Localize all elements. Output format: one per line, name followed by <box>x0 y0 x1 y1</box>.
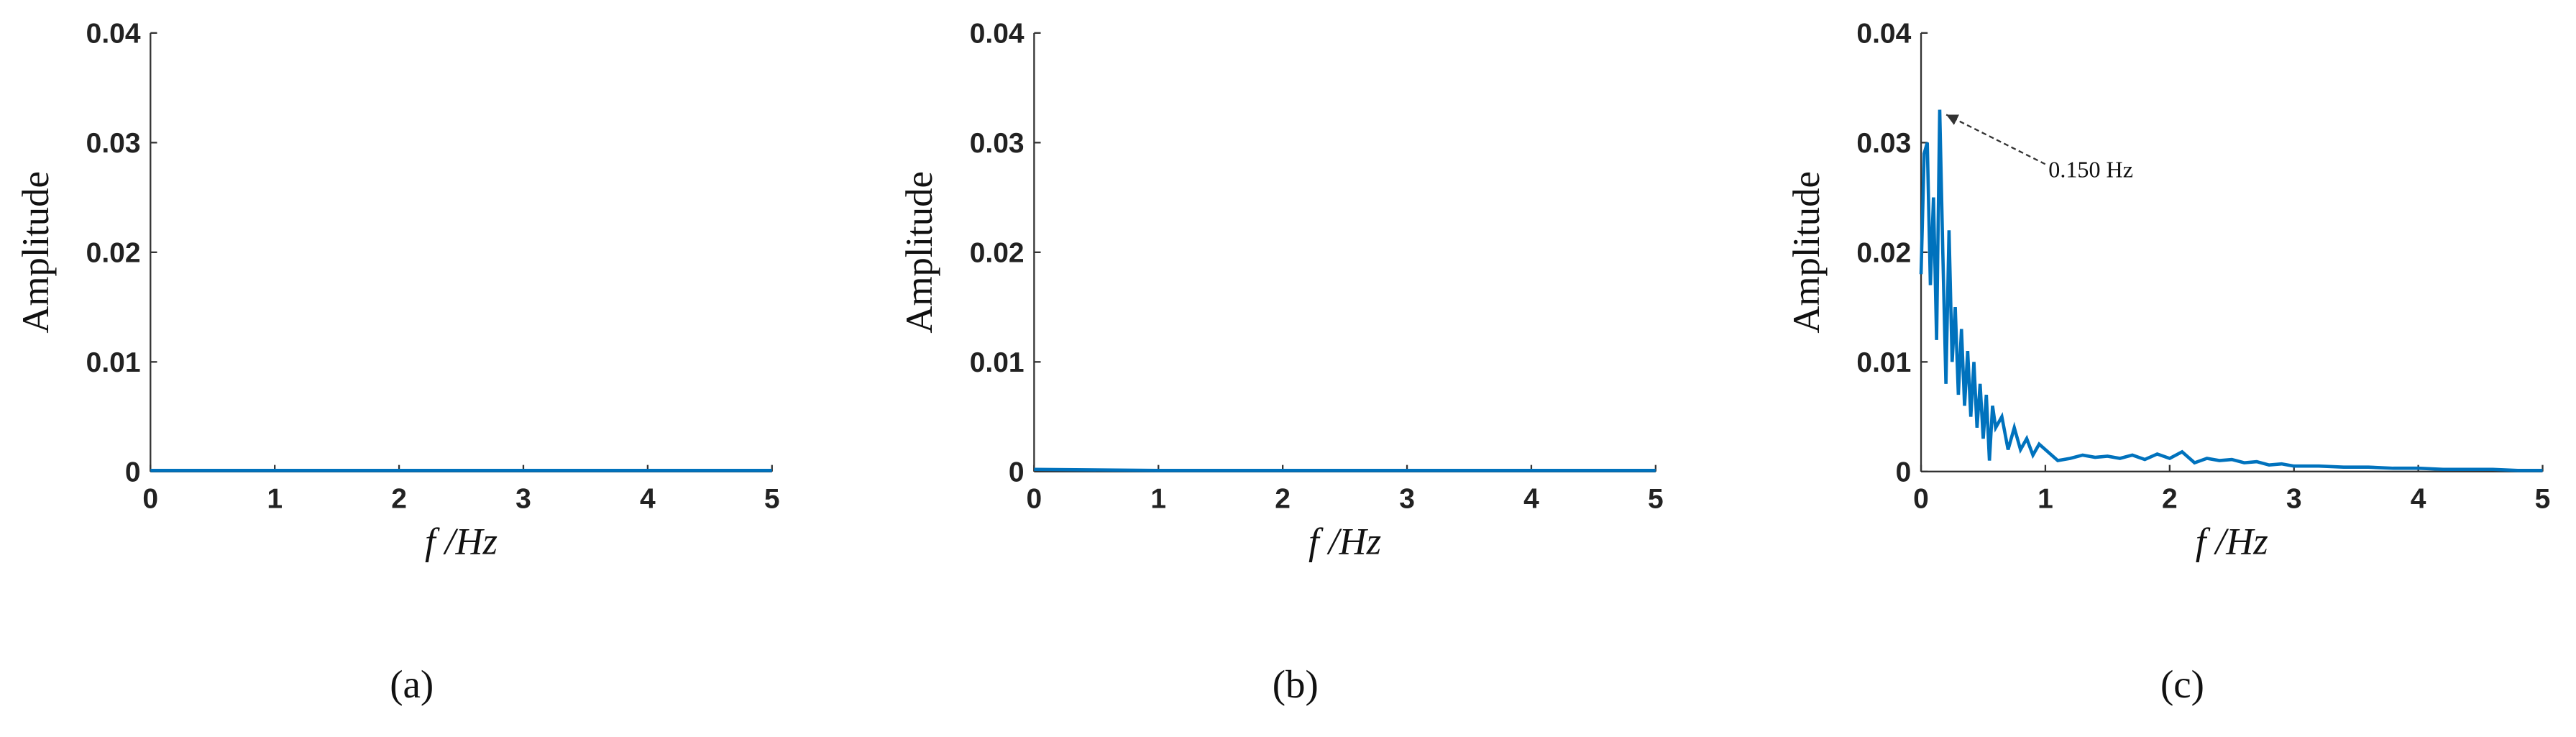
x-axis-label: f /Hz <box>2196 521 2268 562</box>
spectrum-line <box>1919 109 2543 472</box>
y-tick-label: 0.03 <box>970 128 1025 159</box>
y-axis-label: Amplitude <box>15 171 57 334</box>
x-axis-label: f /Hz <box>425 521 498 562</box>
panel-caption: (c) <box>2160 662 2204 706</box>
y-tick-label: 0.04 <box>86 19 141 50</box>
y-tick-label: 0.03 <box>1856 128 1911 159</box>
x-tick-label: 5 <box>1648 483 1664 514</box>
x-axis-label: f /Hz <box>1308 521 1381 562</box>
x-tick-label: 2 <box>2162 483 2178 514</box>
x-tick-label: 5 <box>2535 483 2551 514</box>
y-tick-label: 0.04 <box>1856 19 1911 50</box>
y-tick-label: 0.02 <box>86 238 141 269</box>
x-tick-label: 4 <box>2411 483 2426 514</box>
x-tick-label: 0 <box>142 483 158 514</box>
annotation-arrow <box>1945 114 2046 165</box>
x-tick-label: 4 <box>1523 483 1539 514</box>
x-tick-label: 3 <box>1399 483 1415 514</box>
panel-caption: (a) <box>390 662 434 706</box>
y-tick-label: 0.01 <box>1856 347 1911 378</box>
y-tick-label: 0.02 <box>1856 238 1911 269</box>
y-tick-label: 0.04 <box>970 19 1025 50</box>
y-tick-label: 0.01 <box>970 347 1025 378</box>
x-tick-label: 3 <box>2286 483 2302 514</box>
x-tick-label: 1 <box>2038 483 2053 514</box>
y-axis-label: Amplitude <box>899 171 940 334</box>
y-axis-label: Amplitude <box>1786 171 1828 334</box>
y-tick-label: 0.01 <box>86 347 141 378</box>
x-tick-label: 1 <box>267 483 283 514</box>
y-tick-label: 0 <box>125 457 141 488</box>
y-tick-label: 0 <box>1896 457 1912 488</box>
spectrum-line <box>1034 467 1656 472</box>
y-tick-label: 0.02 <box>970 238 1025 269</box>
x-tick-label: 0 <box>1027 483 1042 514</box>
x-tick-label: 4 <box>640 483 656 514</box>
x-tick-label: 3 <box>515 483 531 514</box>
y-tick-label: 0 <box>1009 457 1025 488</box>
x-tick-label: 2 <box>1275 483 1291 514</box>
annotation-text: 0.150 Hz <box>2048 157 2133 183</box>
panel-caption: (b) <box>1273 662 1319 706</box>
x-tick-label: 0 <box>1913 483 1929 514</box>
x-tick-label: 2 <box>391 483 407 514</box>
y-tick-label: 0.03 <box>86 128 141 159</box>
x-tick-label: 5 <box>764 483 780 514</box>
x-tick-label: 1 <box>1150 483 1166 514</box>
